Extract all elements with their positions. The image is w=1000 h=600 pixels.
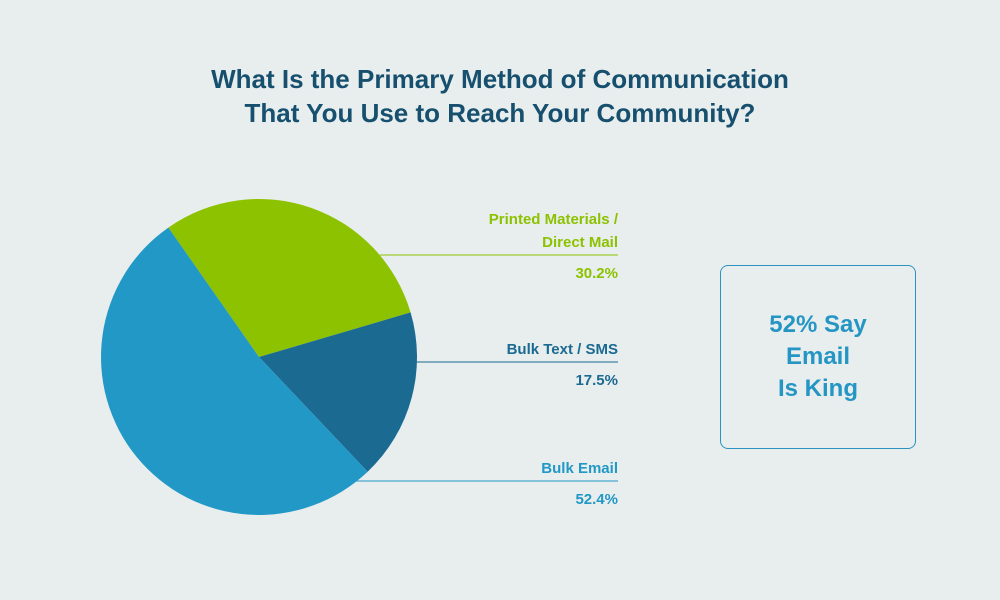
slice-label-bulk-text-sms: Bulk Text / SMS — [507, 341, 618, 358]
slice-label-bulk-email: Bulk Email — [541, 460, 618, 477]
pie-slice-printed-materials-direct-mail — [168, 198, 411, 357]
callout-line-3: Is King — [777, 375, 858, 402]
pie-slice-bulk-email — [101, 227, 368, 515]
chart-title-line-1: What Is the Primary Method of Communicat… — [211, 64, 789, 94]
slice-value-bulk-email: 52.4% — [575, 491, 618, 508]
callout-line-2: Email — [785, 343, 851, 370]
callout-line-1: 52% Say — [769, 311, 867, 338]
slice-value-bulk-text-sms: 17.5% — [575, 372, 618, 389]
chart-title-line-2: That You Use to Reach Your Community? — [244, 98, 756, 128]
pie-slice-bulk-text-sms — [259, 312, 417, 472]
slice-label-printed-materials-direct-mail: Direct Mail — [542, 234, 618, 251]
slice-value-printed-materials-direct-mail: 30.2% — [575, 265, 618, 282]
highlight-callout-box: 52% Say Email Is King — [720, 265, 916, 449]
slice-label-printed-materials-direct-mail: Printed Materials / — [489, 211, 619, 228]
chart-title: What Is the Primary Method of Communicat… — [0, 62, 1000, 130]
